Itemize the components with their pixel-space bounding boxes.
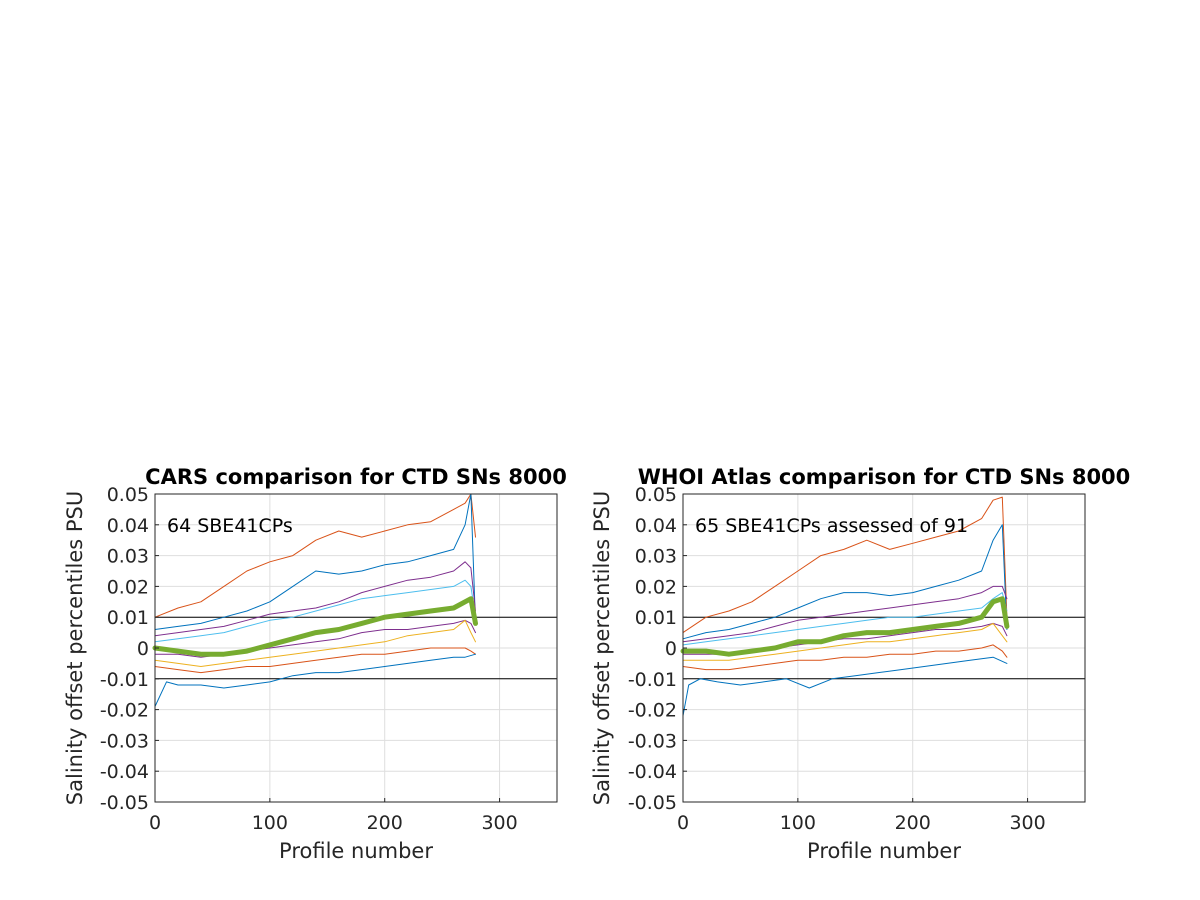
y-tick-labels: -0.05 -0.04 -0.03 -0.02 -0.01 0 0.01 0.02 0.03 0.… <box>100 484 149 814</box>
cars-comparison-panel: 0 100 200 300 -0.05 -0.04 -0.03 -0.02 -0.01 0 0.0… <box>63 465 567 863</box>
y-tick-label: -0.01 <box>628 669 677 691</box>
y-tick-label: 0.03 <box>635 546 677 568</box>
y-tick-label: 0.04 <box>635 515 677 537</box>
x-tick-label: 200 <box>895 812 931 834</box>
series-line-0 <box>154 493 476 618</box>
series-line-7 <box>682 656 1008 717</box>
series-line-1 <box>154 493 476 630</box>
x-tick-label: 0 <box>149 812 161 834</box>
y-tick-label: 0.05 <box>635 484 677 506</box>
series-lines <box>680 496 1010 717</box>
y-tick-label: 0.05 <box>107 484 149 506</box>
y-tick-label: -0.02 <box>100 700 149 722</box>
series-line-2 <box>154 561 476 637</box>
y-tick-label: -0.01 <box>100 669 149 691</box>
x-axis-label: Profile number <box>807 839 961 863</box>
y-tick-label: -0.04 <box>100 761 149 783</box>
series-line-5 <box>682 622 1008 661</box>
chart-title: CARS comparison for CTD SNs 8000 <box>145 465 567 489</box>
series-line-8 <box>152 596 478 657</box>
y-tick-label: -0.05 <box>628 792 677 814</box>
whoi-atlas-comparison-panel: 0 100 200 300 -0.05 -0.04 -0.03 -0.02 -0.01 0 0.0… <box>590 465 1130 863</box>
chart-annotation: 65 SBE41CPs assessed of 91 <box>695 515 968 537</box>
y-tick-label: 0.01 <box>107 607 149 629</box>
y-tick-label: 0.01 <box>635 607 677 629</box>
series-line-1 <box>682 524 1008 640</box>
x-tick-labels: 0 100 200 300 <box>149 812 518 834</box>
y-tick-label: -0.02 <box>628 700 677 722</box>
y-tick-label: 0.04 <box>107 515 149 537</box>
series-line-5 <box>154 619 476 667</box>
series-line-6 <box>682 644 1008 671</box>
y-tick-label: -0.03 <box>100 730 149 752</box>
series-line-0 <box>682 496 1008 634</box>
x-axis-label: Profile number <box>279 839 433 863</box>
y-tick-label: -0.03 <box>628 730 677 752</box>
x-tick-label: 100 <box>252 812 288 834</box>
y-tick-label: 0 <box>137 638 149 660</box>
chart-annotation: 64 SBE41CPs <box>167 515 293 537</box>
series-line-3 <box>154 579 476 643</box>
y-axis-label: Salinity offset percentiles PSU <box>63 491 87 805</box>
chart-title: WHOI Atlas comparison for CTD SNs 8000 <box>638 465 1131 489</box>
x-tick-label: 200 <box>367 812 403 834</box>
x-tick-label: 300 <box>1009 812 1045 834</box>
series-line-7 <box>154 653 476 707</box>
y-tick-label: 0.02 <box>107 576 149 598</box>
y-axis-label: Salinity offset percentiles PSU <box>590 491 614 805</box>
y-tick-label: -0.05 <box>100 792 149 814</box>
x-tick-label: 100 <box>780 812 816 834</box>
reference-lines <box>683 616 1085 680</box>
y-tick-label: -0.04 <box>628 761 677 783</box>
y-tick-label: 0 <box>665 638 677 660</box>
series-line-2 <box>682 585 1008 643</box>
y-tick-label: 0.03 <box>107 546 149 568</box>
y-tick-labels: -0.05 -0.04 -0.03 -0.02 -0.01 0 0.01 0.02 0.03 0.… <box>628 484 677 814</box>
series-lines <box>152 493 478 707</box>
x-tick-label: 0 <box>677 812 689 834</box>
series-line-3 <box>682 592 1008 646</box>
series-line-8 <box>680 596 1010 657</box>
y-tick-label: 0.02 <box>635 576 677 598</box>
x-tick-label: 300 <box>481 812 517 834</box>
x-tick-labels: 0 100 200 300 <box>677 812 1046 834</box>
series-line-6 <box>154 647 476 674</box>
